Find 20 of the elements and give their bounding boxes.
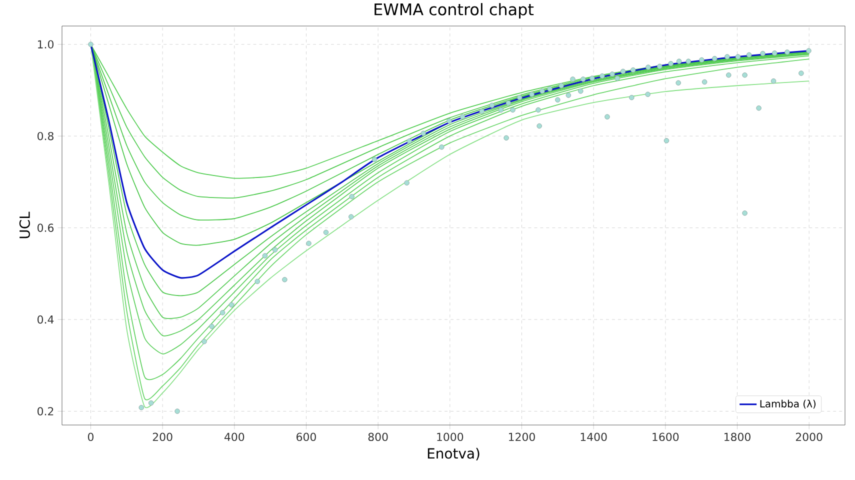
- legend-label: Lambba (λ): [760, 400, 816, 409]
- x-tick-label: 0: [88, 432, 94, 442]
- y-tick-label: 0.4: [38, 315, 54, 324]
- y-tick-label: 0.6: [38, 224, 54, 232]
- x-tick-label: 800: [368, 432, 388, 442]
- y-tick-label: 0.8: [38, 132, 54, 140]
- x-tick-label: 600: [296, 432, 316, 442]
- x-tick-label: 1000: [437, 432, 464, 442]
- y-tick-label: 1.0: [38, 40, 54, 48]
- x-tick-label: 400: [224, 432, 244, 442]
- x-tick-label: 2000: [796, 432, 822, 442]
- x-tick-label: 1800: [724, 432, 750, 442]
- x-tick-label: 1200: [509, 432, 535, 442]
- x-axis-title: Enotva): [428, 448, 480, 460]
- x-tick-label: 200: [152, 432, 172, 442]
- y-axis-title: UCL: [19, 212, 30, 238]
- x-tick-label: 1400: [580, 432, 607, 442]
- y-tick-label: 0.2: [38, 407, 54, 416]
- x-tick-label: 1600: [652, 432, 679, 442]
- chart-title: EWMA control chapt: [374, 3, 534, 18]
